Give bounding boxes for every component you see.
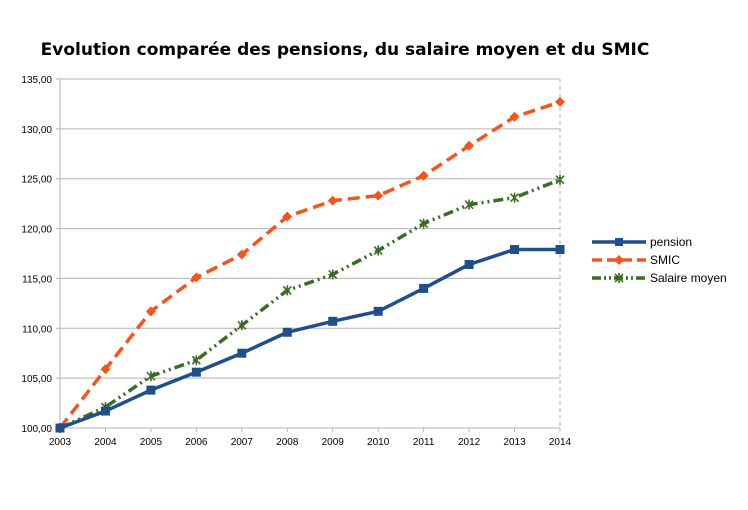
data-point xyxy=(555,245,565,255)
data-point xyxy=(145,306,156,317)
data-point xyxy=(464,199,474,210)
data-point xyxy=(510,245,520,255)
xtick-label: 2010 xyxy=(367,437,390,448)
ytick-label: 115,00 xyxy=(22,274,52,285)
legend-swatch-pension xyxy=(592,238,646,246)
ytick-label: 130,00 xyxy=(21,125,52,136)
axes xyxy=(56,78,561,432)
data-point xyxy=(191,367,201,377)
xtick-label: 2011 xyxy=(413,437,435,448)
legend-swatch-salaire-moyen xyxy=(592,273,646,283)
tick-labels: 100,00 105,00 110,00 115,00 120,00 125,00 130,… xyxy=(21,75,571,448)
data-point xyxy=(419,283,429,293)
data-point xyxy=(191,355,201,366)
ytick-label: 110,00 xyxy=(22,324,52,335)
xtick-label: 2005 xyxy=(140,437,163,448)
data-point xyxy=(100,364,111,375)
data-point xyxy=(373,306,383,316)
data-point xyxy=(419,218,429,229)
legend-label: Salaire moyen xyxy=(650,271,727,285)
xtick-label: 2008 xyxy=(276,437,299,448)
data-point xyxy=(237,320,247,331)
data-point xyxy=(327,195,338,206)
data-point xyxy=(418,170,429,181)
xtick-label: 2012 xyxy=(458,437,481,448)
data-point xyxy=(464,140,475,151)
series-lines xyxy=(55,96,565,433)
series-line-smic xyxy=(58,100,561,430)
data-point xyxy=(328,316,338,326)
data-point xyxy=(100,406,110,416)
data-point xyxy=(237,348,247,358)
xtick-label: 2006 xyxy=(185,437,208,448)
data-point xyxy=(555,174,565,185)
xtick-label: 2009 xyxy=(322,437,345,448)
ytick-label: 120,00 xyxy=(21,225,52,236)
data-point xyxy=(236,249,247,260)
series-smic xyxy=(55,96,565,433)
data-point xyxy=(146,371,156,382)
data-point xyxy=(373,190,384,201)
data-point xyxy=(373,245,383,256)
data-point xyxy=(509,192,520,203)
data-point xyxy=(282,285,292,296)
series-pension xyxy=(55,245,565,433)
data-point xyxy=(191,272,202,283)
data-point xyxy=(282,327,292,337)
data-point xyxy=(282,211,293,222)
series-line-pension xyxy=(59,247,560,430)
xtick-label: 2004 xyxy=(94,437,117,448)
data-point xyxy=(555,96,565,107)
data-point xyxy=(146,385,156,395)
data-point xyxy=(55,423,65,433)
legend-swatch-smic xyxy=(592,255,646,265)
series-line-salaire-moyen xyxy=(59,178,561,430)
xtick-label: 2003 xyxy=(49,437,72,448)
ytick-label: 100,00 xyxy=(21,424,52,435)
xtick-label: 2013 xyxy=(503,437,526,448)
data-point xyxy=(464,259,474,269)
gridlines xyxy=(60,78,560,429)
ytick-label: 105,00 xyxy=(21,374,52,385)
chart-title: Evolution comparée des pensions, du sala… xyxy=(40,40,650,60)
ytick-label: 125,00 xyxy=(21,175,52,186)
data-point xyxy=(509,111,520,122)
legend-label: SMIC xyxy=(650,253,680,267)
legend-label: pension xyxy=(650,235,693,249)
xtick-label: 2014 xyxy=(549,437,572,448)
series-salaire-moyen xyxy=(55,174,565,433)
xtick-label: 2007 xyxy=(231,437,254,448)
data-point xyxy=(328,269,338,280)
ytick-label: 135,00 xyxy=(21,75,52,86)
